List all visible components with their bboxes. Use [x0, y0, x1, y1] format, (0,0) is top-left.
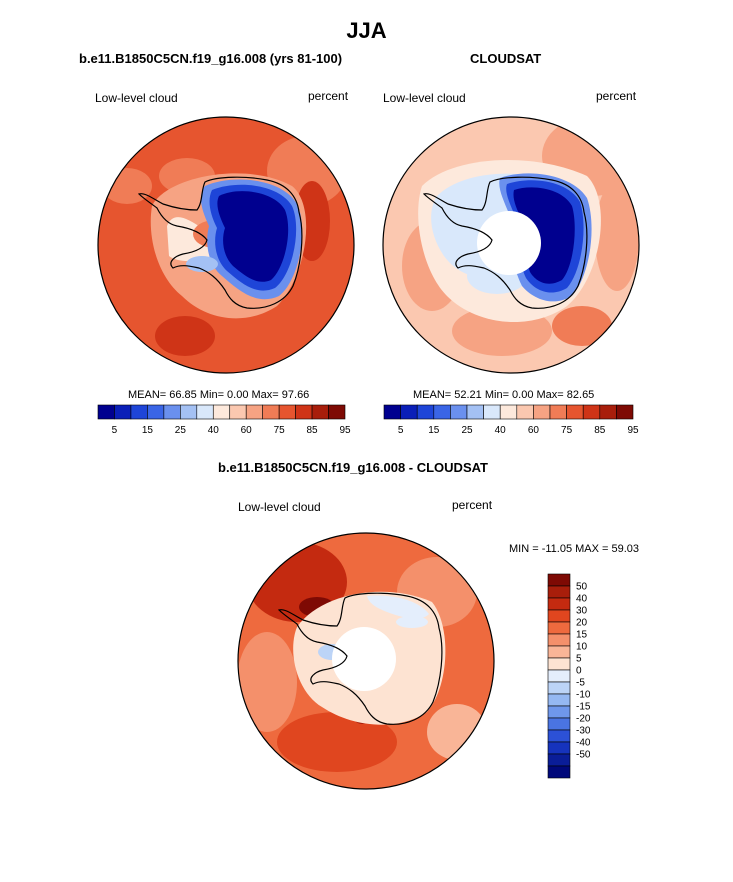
panel2-title: CLOUDSAT [470, 51, 542, 66]
colorbar-difference-tick-label: 30 [576, 606, 588, 617]
panel3-title: b.e11.B1850C5CN.f19_g16.008 - CLOUDSAT [218, 460, 488, 475]
colorbar-cloudsat-bin-5 [466, 404, 484, 420]
colorbar-model-bin-13 [311, 404, 329, 420]
colorbar-cloudsat-bin-13 [599, 404, 617, 420]
colorbar-cloudsat-bin-12 [582, 404, 601, 420]
map-model [97, 116, 355, 374]
colorbar-cloudsat-bin-6 [483, 404, 501, 420]
colorbar-model-bin-8 [229, 404, 247, 420]
colorbar-difference-bin-0 [547, 573, 571, 587]
colorbar-difference-tick-label: -30 [576, 726, 591, 737]
colorbar-difference-bin-4 [547, 621, 571, 635]
colorbar-cloudsat-bin-0 [383, 404, 401, 420]
panel1-variable-label: Low-level cloud [95, 91, 178, 105]
colorbar-model-bin-11 [278, 404, 296, 420]
colorbar-model-tick-label: 60 [241, 425, 253, 436]
colorbar-difference-bin-2 [547, 597, 571, 611]
colorbar-cloudsat-bin-11 [566, 404, 584, 420]
panel3-units-label: percent [452, 498, 493, 512]
colorbar-cloudsat-bin-3 [433, 404, 451, 420]
colorbar-model-bin-0 [97, 404, 115, 420]
colorbar-difference-bin-11 [547, 705, 571, 719]
colorbar-difference-tick-label: -20 [576, 714, 591, 725]
panel2-variable-label: Low-level cloud [383, 91, 466, 105]
colorbar-model-bin-2 [130, 404, 148, 420]
colorbar-model-tick-label: 5 [112, 425, 118, 436]
panel3-variable-label: Low-level cloud [238, 500, 321, 514]
colorbar-difference-tick-label: -5 [576, 678, 585, 689]
colorbar-difference-bin-5 [547, 633, 571, 647]
colorbar-difference-bin-16 [547, 765, 571, 779]
colorbar-difference-tick-label: -10 [576, 690, 591, 701]
panel2-units-label: percent [596, 89, 637, 103]
colorbar-difference-bin-6 [547, 645, 571, 659]
colorbar-difference-bin-9 [547, 681, 571, 695]
panel1-title: b.e11.B1850C5CN.f19_g16.008 (yrs 81-100) [79, 51, 343, 66]
colorbar-cloudsat: 5 15 25 40 60 75 85 95 [383, 404, 639, 436]
map-difference [237, 532, 495, 790]
colorbar-difference-bin-13 [547, 729, 571, 743]
colorbar-cloudsat-bin-9 [533, 404, 551, 420]
colorbar-difference-bin-3 [547, 609, 571, 623]
colorbar-difference-tick-label: 0 [576, 666, 582, 677]
colorbar-cloudsat-tick-label: 75 [561, 425, 573, 436]
colorbar-cloudsat-bin-2 [416, 404, 435, 420]
colorbar-cloudsat-bin-14 [616, 404, 634, 420]
colorbar-model-bin-6 [196, 404, 214, 420]
colorbar-difference-tick-label: -15 [576, 702, 591, 713]
colorbar-model-bin-7 [212, 404, 231, 420]
colorbar-difference-tick-label: 10 [576, 642, 588, 653]
colorbar-model-bin-1 [114, 404, 132, 420]
colorbar-model-bin-12 [295, 404, 313, 420]
colorbar-cloudsat-tick-label: 40 [495, 425, 507, 436]
colorbar-model-bin-3 [147, 404, 165, 420]
colorbar-difference-tick-label: -40 [576, 738, 591, 749]
colorbar-difference-tick-label: 5 [576, 654, 582, 665]
colorbar-difference-bin-10 [547, 693, 571, 707]
colorbar-cloudsat-bin-1 [400, 404, 418, 420]
colorbar-cloudsat-tick-label: 95 [627, 425, 639, 436]
page-title: JJA [346, 18, 387, 43]
panel1-stats: MEAN= 66.85 Min= 0.00 Max= 97.66 [128, 389, 310, 401]
map-cloudsat [382, 116, 640, 374]
colorbar-model-tick-label: 95 [339, 425, 351, 436]
colorbar-cloudsat-bin-8 [516, 404, 534, 420]
colorbar-model-bin-5 [180, 404, 198, 420]
colorbar-model: 5 15 25 40 60 75 85 95 [97, 404, 351, 436]
colorbar-cloudsat-tick-label: 5 [398, 425, 404, 436]
colorbar-model-bin-9 [245, 404, 263, 420]
panel2-stats: MEAN= 52.21 Min= 0.00 Max= 82.65 [413, 389, 595, 401]
colorbar-difference-tick-label: 15 [576, 630, 588, 641]
colorbar-cloudsat-tick-label: 60 [528, 425, 540, 436]
colorbar-model-bin-10 [262, 404, 280, 420]
colorbar-cloudsat-bin-4 [450, 404, 468, 420]
colorbar-difference-bin-7 [547, 657, 571, 671]
colorbar-cloudsat-bin-7 [499, 404, 518, 420]
colorbar-model-tick-label: 85 [307, 425, 319, 436]
colorbar-model-tick-label: 40 [208, 425, 220, 436]
colorbar-difference-bin-8 [547, 669, 571, 683]
colorbar-difference-bin-12 [547, 717, 571, 731]
colorbar-difference-tick-label: -50 [576, 750, 591, 761]
colorbar-model-tick-label: 75 [274, 425, 286, 436]
colorbar-difference-bin-1 [547, 585, 571, 599]
colorbar-model-tick-label: 15 [142, 425, 154, 436]
panel1-units-label: percent [308, 89, 349, 103]
colorbar-difference-tick-label: 50 [576, 582, 588, 593]
colorbar-model-tick-label: 25 [175, 425, 187, 436]
colorbar-difference-bin-14 [547, 741, 571, 755]
colorbar-cloudsat-bin-10 [549, 404, 567, 420]
colorbar-model-bin-4 [163, 404, 181, 420]
colorbar-difference-tick-label: 40 [576, 594, 588, 605]
colorbar-cloudsat-tick-label: 85 [594, 425, 606, 436]
colorbar-difference-tick-label: 20 [576, 618, 588, 629]
panel3-stats: MIN = -11.05 MAX = 59.03 [509, 543, 640, 555]
colorbar-cloudsat-tick-label: 25 [461, 425, 473, 436]
colorbar-cloudsat-tick-label: 15 [428, 425, 440, 436]
colorbar-difference-bin-15 [547, 753, 571, 767]
colorbar-model-bin-14 [328, 404, 346, 420]
